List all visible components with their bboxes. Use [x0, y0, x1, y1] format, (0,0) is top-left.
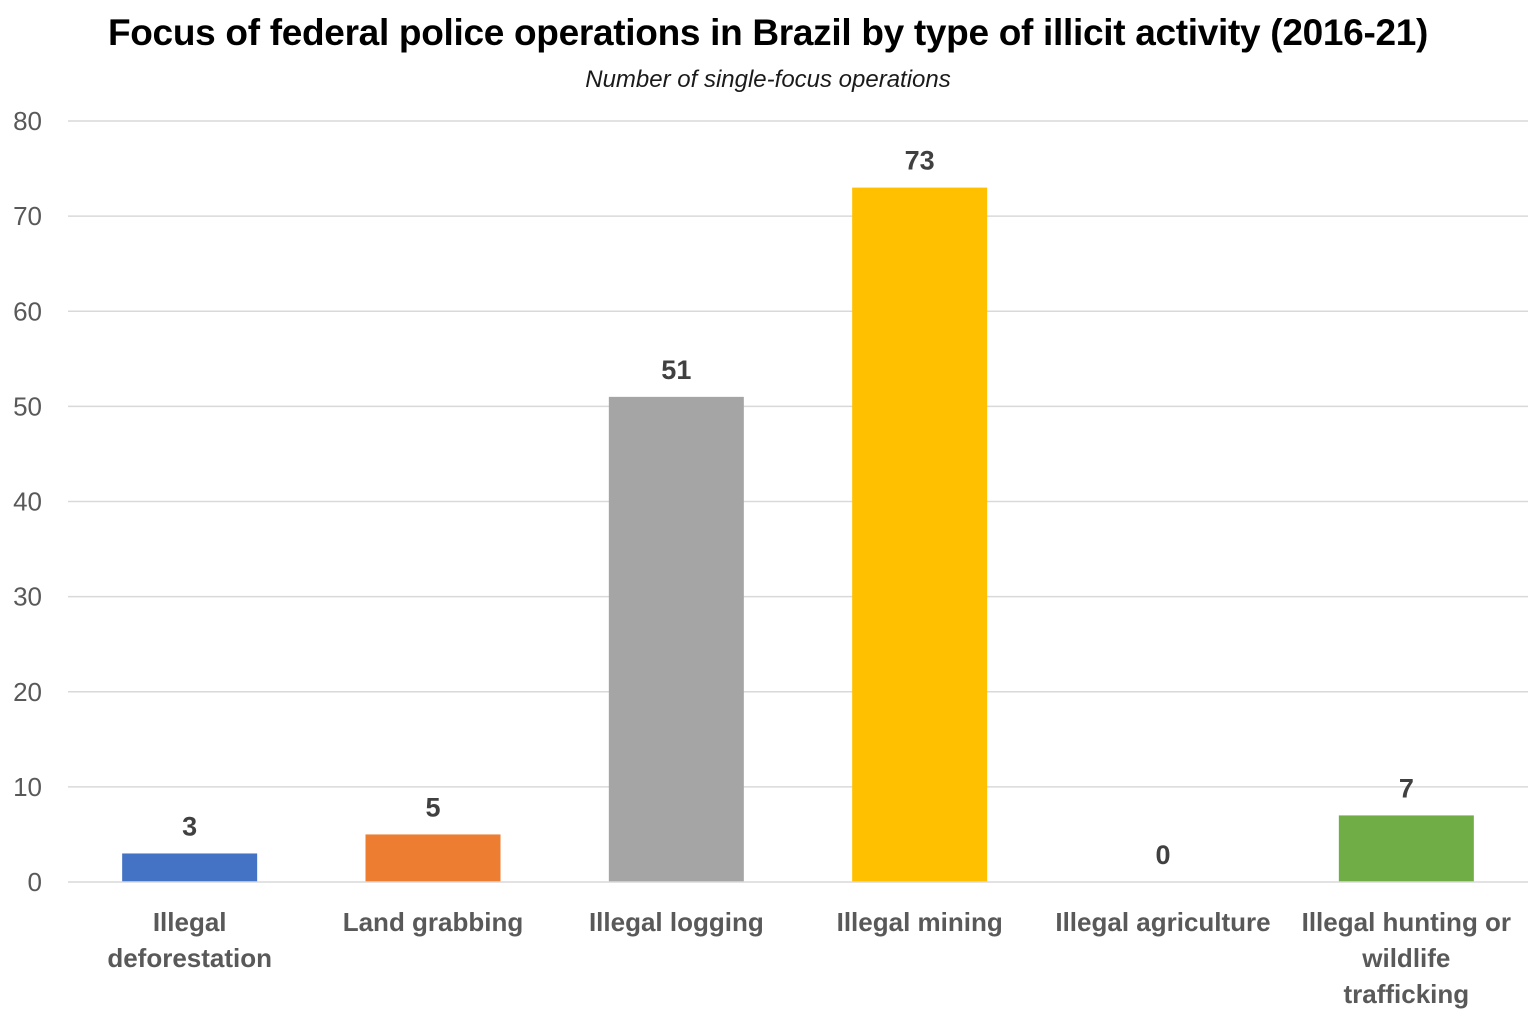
category-label: Illegal mining — [837, 907, 1003, 937]
category-label-line: Illegal agriculture — [1055, 907, 1270, 937]
chart-subtitle: Number of single-focus operations — [585, 66, 951, 93]
y-tick-label: 20 — [13, 677, 42, 707]
bar — [122, 853, 258, 882]
y-tick-label: 30 — [13, 582, 42, 612]
chart-title: Focus of federal police operations in Br… — [107, 12, 1429, 53]
category-label-line: wildlife — [1361, 943, 1450, 973]
category-label: Land grabbing — [343, 907, 524, 937]
category-label: Illegal hunting or wildlife trafficking — [1302, 907, 1511, 1009]
category-label-line: Illegal mining — [837, 907, 1003, 937]
category-label-line: deforestation — [107, 943, 272, 973]
data-label: 0 — [1155, 840, 1170, 870]
data-label: 73 — [905, 146, 935, 176]
bar — [852, 187, 988, 882]
y-tick-label: 40 — [13, 487, 42, 517]
category-label-line: Land grabbing — [343, 907, 524, 937]
data-label: 3 — [182, 811, 197, 841]
category-label-line: Illegal hunting or — [1302, 907, 1511, 937]
bar — [365, 834, 501, 882]
x-axis-category-labels: Illegal deforestation Land grabbing Illegal… — [107, 907, 1511, 1009]
bars — [122, 187, 1474, 882]
y-tick-label: 60 — [13, 296, 42, 326]
y-tick-label: 50 — [13, 391, 42, 421]
category-label-line: trafficking — [1343, 979, 1469, 1009]
y-tick-label: 70 — [13, 201, 42, 231]
data-label: 7 — [1399, 773, 1414, 803]
data-label: 5 — [425, 792, 440, 822]
category-label: Illegal agriculture — [1055, 907, 1270, 937]
y-tick-label: 0 — [28, 867, 42, 897]
bar — [608, 396, 744, 882]
gridlines — [68, 120, 1528, 788]
y-axis-tick-labels: 0 10 20 30 40 50 60 70 80 — [13, 106, 42, 897]
category-label: Illegal logging — [589, 907, 764, 937]
category-label-line: Illegal logging — [589, 907, 764, 937]
y-tick-label: 10 — [13, 772, 42, 802]
bar — [1338, 815, 1474, 882]
data-label: 51 — [661, 355, 691, 385]
y-tick-label: 80 — [13, 106, 42, 136]
category-label-line: Illegal — [153, 907, 227, 937]
data-labels: 3 5 51 73 0 7 — [182, 146, 1414, 870]
category-label: Illegal deforestation — [107, 907, 272, 973]
